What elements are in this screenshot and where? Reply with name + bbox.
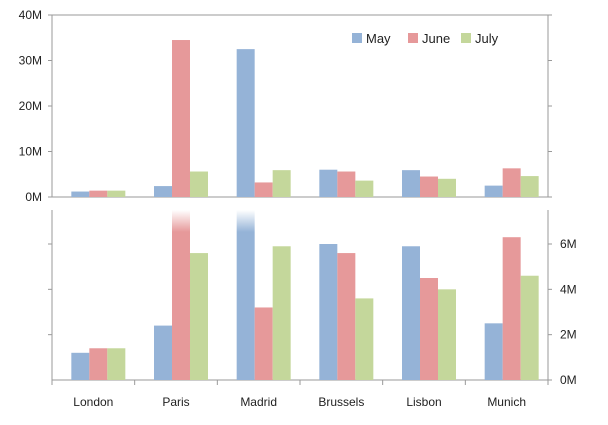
top-bar-june-brussels [337,171,356,197]
legend-label: June [422,31,450,46]
top-bar-may-munich [484,185,503,197]
x-tick-label: Lisbon [406,395,441,409]
top-bar-june-munich [502,168,521,197]
bottom-bar-july-munich [520,275,539,380]
top-y-tick-label: 40M [19,8,42,22]
legend-swatch [408,33,418,43]
bottom-y-tick-label: 4M [560,282,577,296]
bottom-bar-june-lisbon [420,278,438,380]
bottom-bar-july-lisbon [438,289,456,380]
top-bar-july-lisbon [438,178,456,197]
bottom-bar-june-london [89,348,108,380]
bottom-bar-july-london [107,348,126,380]
top-y-tick-label: 30M [19,54,42,68]
top-bar-july-london [107,190,126,197]
bottom-bar-june-paris-overflow-fade [172,210,190,232]
top-bar-may-lisbon [402,170,420,197]
legend-label: May [366,31,391,46]
x-tick-label: London [73,395,113,409]
top-y-tick-label: 20M [19,99,42,113]
bottom-bar-july-madrid [272,246,291,380]
x-tick-label: Madrid [240,395,277,409]
top-bar-may-brussels [319,169,338,197]
bottom-bar-may-brussels [319,244,338,380]
legend-item-june: June [408,31,450,46]
top-bar-may-london [71,191,90,197]
bottom-bar-may-london [71,352,90,380]
top-bar-june-london [89,190,108,197]
top-panel: 0M 10M 20M 30M 40M [19,8,552,204]
x-tick-label: Brussels [318,395,364,409]
top-bar-may-paris [154,186,172,197]
top-bar-july-munich [520,176,539,197]
bottom-bar-june-paris [172,232,190,380]
bottom-bar-june-brussels [337,253,356,380]
top-bar-july-paris [190,171,208,197]
legend-item-may: May [352,31,391,46]
top-bar-june-lisbon [420,176,438,197]
bottom-bar-may-lisbon [402,246,420,380]
bottom-bar-may-munich [484,323,503,380]
x-tick-label: Munich [487,395,526,409]
bottom-y-tick-label: 0M [560,373,577,387]
bottom-bar-may-paris [154,325,172,380]
top-bar-july-madrid [272,170,291,197]
bottom-y-tick-label: 6M [560,237,577,251]
bottom-bar-july-brussels [355,298,374,380]
bottom-bar-july-paris [190,253,208,380]
bottom-bar-may-madrid-overflow-fade [236,210,255,232]
top-bar-july-brussels [355,180,374,197]
legend-swatch [352,33,362,43]
top-y-tick-label: 0M [25,190,42,204]
bottom-bar-june-munich [502,237,521,380]
bottom-bar-june-madrid [254,307,273,380]
x-axis-labels: London Paris Madrid Brussels Lisbon Munich [73,395,526,409]
bottom-y-tick-label: 2M [560,328,577,342]
legend-swatch [461,33,471,43]
bottom-bar-may-madrid [236,232,255,380]
top-bar-june-madrid [254,182,273,197]
top-y-tick-label: 10M [19,145,42,159]
legend: May June July [352,31,499,46]
legend-item-july: July [461,31,499,46]
legend-label: July [475,31,499,46]
x-tick-label: Paris [162,395,189,409]
top-bar-june-paris [172,40,190,198]
bottom-panel: 0M 2M 4M 6M [48,210,577,387]
top-bar-may-madrid [236,49,255,197]
